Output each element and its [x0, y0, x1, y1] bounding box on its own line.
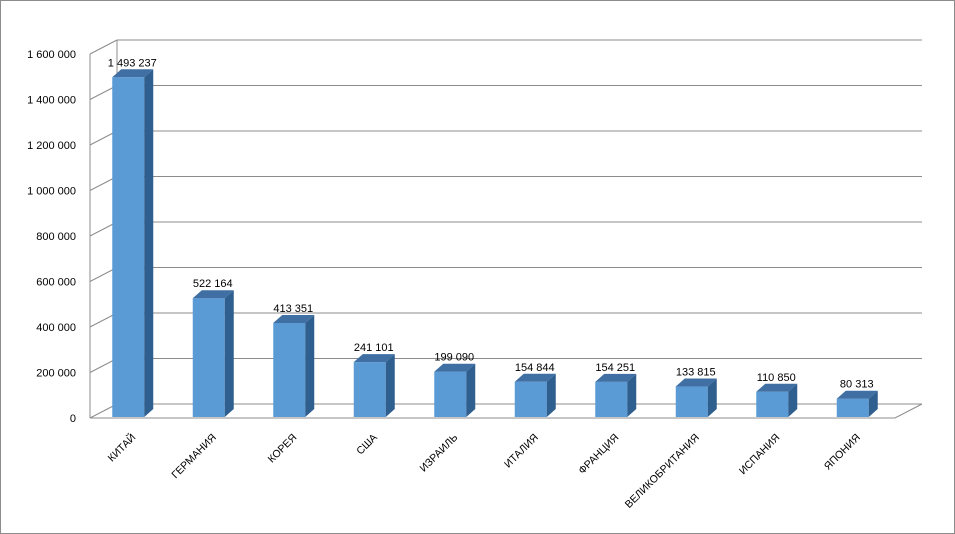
bar-top: [112, 69, 154, 78]
x-axis: КИТАЙ ГЕРМАНИЯ КОРЕЯ США ИЗРАИЛЬ ИТАЛИЯ ФРАНЦИ…: [105, 431, 863, 511]
data-label: 413 351: [273, 303, 313, 315]
x-tick-label: КИТАЙ: [105, 431, 138, 464]
bar-side: [224, 290, 234, 417]
bar-side: [385, 354, 395, 417]
bar-side: [144, 69, 154, 418]
x-tick-label: ИСПАНИЯ: [737, 432, 783, 478]
y-tick-label: 1 000 000: [27, 186, 76, 198]
x-tick-label: США: [354, 432, 380, 458]
bar-front: [273, 322, 306, 417]
bar-front: [675, 386, 708, 417]
bar-side: [788, 383, 798, 417]
bar-top: [675, 378, 717, 387]
bar-front: [836, 398, 869, 417]
bar-top: [514, 373, 556, 382]
bar-top: [192, 290, 234, 299]
bar-side: [868, 390, 878, 417]
x-tick-label: ИТАЛИЯ: [502, 432, 541, 471]
x-tick-label: ИЗРАИЛЬ: [418, 432, 461, 475]
side-wall-line: [89, 39, 118, 55]
bar-top: [273, 314, 315, 323]
bar-side: [305, 314, 315, 417]
bar-front: [434, 371, 467, 417]
bar-side: [466, 363, 476, 417]
data-label: 522 164: [193, 278, 233, 290]
y-tick-label: 1 400 000: [27, 95, 76, 107]
y-tick-label: 1 600 000: [27, 49, 76, 61]
bar-front: [192, 298, 225, 417]
y-tick-label: 1 200 000: [27, 140, 76, 152]
bar-front: [514, 381, 547, 417]
x-tick-label: ВЕЛИКОБРИТАНИЯ: [623, 432, 702, 511]
floor-edge: [90, 403, 923, 419]
data-label: 133 815: [676, 367, 716, 379]
data-label: 154 251: [595, 362, 635, 374]
y-axis: 0 200 000 400 000 600 000 800 000 1 000 000 1 …: [27, 49, 76, 425]
y-tick-label: 0: [70, 413, 76, 425]
x-tick-label: КОРЕЯ: [266, 432, 300, 466]
bar-front: [353, 362, 386, 417]
data-label: 241 101: [354, 342, 394, 354]
data-label: 154 844: [515, 362, 555, 374]
bar-top: [836, 390, 878, 399]
data-label: 110 850: [757, 372, 796, 384]
bar-front: [756, 391, 789, 417]
data-label: 80 313: [840, 379, 874, 391]
bar-top: [756, 383, 798, 392]
x-tick-label: ГЕРМАНИЯ: [169, 432, 219, 482]
y-tick-label: 200 000: [36, 368, 76, 380]
bar-top: [434, 363, 476, 372]
x-tick-label: ЯПОНИЯ: [822, 432, 863, 473]
x-tick-label: ФРАНЦИЯ: [576, 432, 621, 477]
data-label: 199 090: [434, 352, 474, 364]
bar-side: [707, 378, 717, 417]
data-label: 1 493 237: [108, 57, 157, 69]
bar-side: [546, 373, 556, 417]
y-tick-label: 600 000: [36, 277, 76, 289]
bar-front: [595, 381, 628, 417]
bar-front: [112, 77, 145, 418]
bar-top: [595, 373, 637, 382]
y-tick-label: 400 000: [36, 322, 76, 334]
bar-top: [353, 354, 395, 363]
bar-side: [627, 373, 637, 417]
y-tick-label: 800 000: [36, 231, 76, 243]
bars-layer: 1 493 237 522 164 413 351 241 101 199 090 154…: [108, 57, 878, 418]
